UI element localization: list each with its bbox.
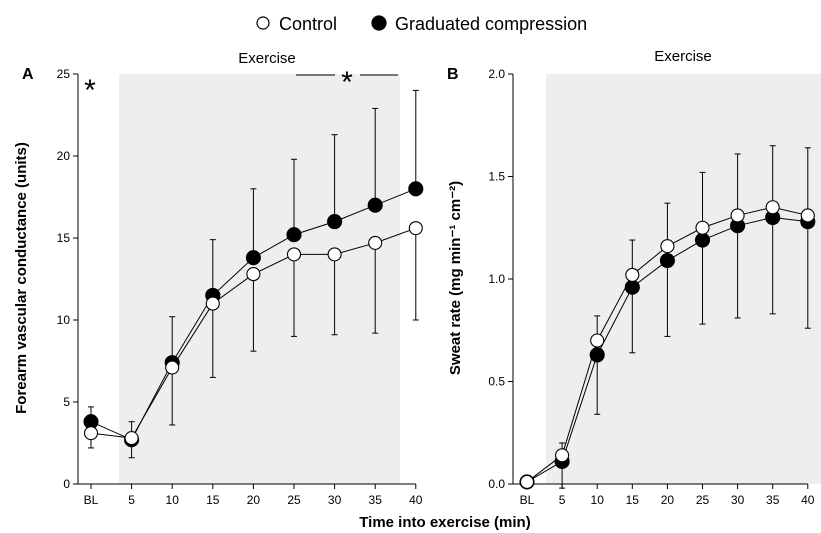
panel-a-exercise-region <box>119 74 400 484</box>
panel-a-point-control <box>205 296 220 311</box>
panel-a-sig-star-baseline: * <box>84 74 96 107</box>
legend-open-circle-marker <box>256 16 270 30</box>
panel-b-x-tick-label: 35 <box>766 493 780 507</box>
panel-b-point-compression <box>624 279 640 295</box>
panel-b-y-tick-label: 0.5 <box>488 375 505 389</box>
panel-b: Exercise B Sweat rate (mg min⁻¹ cm⁻²) 0.… <box>447 48 821 507</box>
panel-a-y-tick-label: 20 <box>57 149 71 163</box>
shared-xlabel: Time into exercise (min) <box>359 514 530 531</box>
panel-a-y-tick-label: 15 <box>57 231 71 245</box>
panel-b-x-tick-label: 25 <box>696 493 710 507</box>
panel-a-x-tick-label: 40 <box>409 493 423 507</box>
panel-a-point-control <box>327 247 342 262</box>
panel-b-y-tick-label: 1.5 <box>488 170 505 184</box>
panel-a-point-compression <box>408 181 424 197</box>
legend: Control Graduated compression <box>256 14 587 34</box>
panel-b-point-control <box>660 239 675 254</box>
legend-label-control: Control <box>279 14 337 34</box>
panel-a-point-control <box>165 360 180 375</box>
panel-a-x-tick-label: BL <box>84 493 99 507</box>
panel-b-x-tick-label: 20 <box>661 493 675 507</box>
panel-b-x-tick-label: 5 <box>559 493 566 507</box>
panel-b-point-control <box>800 208 815 223</box>
panel-a-y-tick-label: 5 <box>63 395 70 409</box>
panel-b-point-control <box>730 208 745 223</box>
panel-a-point-control <box>408 221 423 236</box>
panel-b-point-compression <box>659 252 675 269</box>
panel-a-x-tick-label: 35 <box>369 493 383 507</box>
panel-a-y-tick-label: 10 <box>57 313 71 327</box>
panel-b-exercise-label: Exercise <box>654 48 712 65</box>
panel-a-exercise-label: Exercise <box>238 50 296 67</box>
panel-a-point-control <box>286 247 302 262</box>
panel-a-point-control <box>246 267 261 282</box>
legend-label-graduated-compression: Graduated compression <box>395 14 587 34</box>
panel-b-ylabel: Sweat rate (mg min⁻¹ cm⁻²) <box>447 181 464 375</box>
panel-b-exercise-region <box>546 74 821 484</box>
panel-a-y-tick-label: 25 <box>57 67 71 81</box>
panel-b-point-control <box>555 448 570 463</box>
panel-b-y-tick-label: 2.0 <box>488 67 505 81</box>
panel-a-sig-bracket: * <box>296 66 398 99</box>
panel-a-point-control <box>124 431 139 446</box>
panel-a-x-tick-label: 10 <box>166 493 180 507</box>
panel-b-point-control <box>590 333 605 348</box>
panel-a-x-tick-label: 5 <box>128 493 135 507</box>
panel-b-x-tick-label: 30 <box>731 493 745 507</box>
panel-a-x-tick-label: 20 <box>247 493 261 507</box>
panel-b-y-tick-label: 0.0 <box>488 477 505 491</box>
panel-a-point-compression <box>286 227 302 243</box>
panel-b-letter: B <box>447 66 459 83</box>
panel-b-point-compression <box>694 232 711 248</box>
panel-a-letter: A <box>22 66 34 83</box>
panel-b-y-tick-label: 1.0 <box>488 272 505 286</box>
panel-a: Exercise A Forearm vascular conductance … <box>13 50 424 507</box>
panel-a-point-compression <box>327 214 343 230</box>
panel-a-x-tick-label: 30 <box>328 493 342 507</box>
panel-b-x-tick-label: 40 <box>801 493 815 507</box>
panel-a-point-compression <box>367 197 383 213</box>
panel-a-ylabel: Forearm vascular conductance (units) <box>13 142 30 414</box>
panel-a-x-tick-label: 15 <box>206 493 220 507</box>
panel-b-x-tick-label: 10 <box>591 493 605 507</box>
panel-b-x-tick-label: 15 <box>626 493 640 507</box>
panel-a-point-compression <box>245 250 261 266</box>
panel-b-point-control <box>625 267 640 282</box>
panel-b-x-tick-label: BL <box>520 493 535 507</box>
panel-a-y-tick-label: 0 <box>63 477 70 491</box>
panel-b-point-control <box>765 200 780 215</box>
panel-b-point-control <box>519 474 535 490</box>
legend-filled-circle-marker <box>371 15 387 31</box>
panel-a-point-control <box>83 426 99 441</box>
panel-a-sig-star-span: * <box>341 66 353 99</box>
panel-a-x-tick-label: 25 <box>287 493 301 507</box>
panel-a-point-control <box>368 235 383 250</box>
panel-b-point-control <box>695 220 710 235</box>
